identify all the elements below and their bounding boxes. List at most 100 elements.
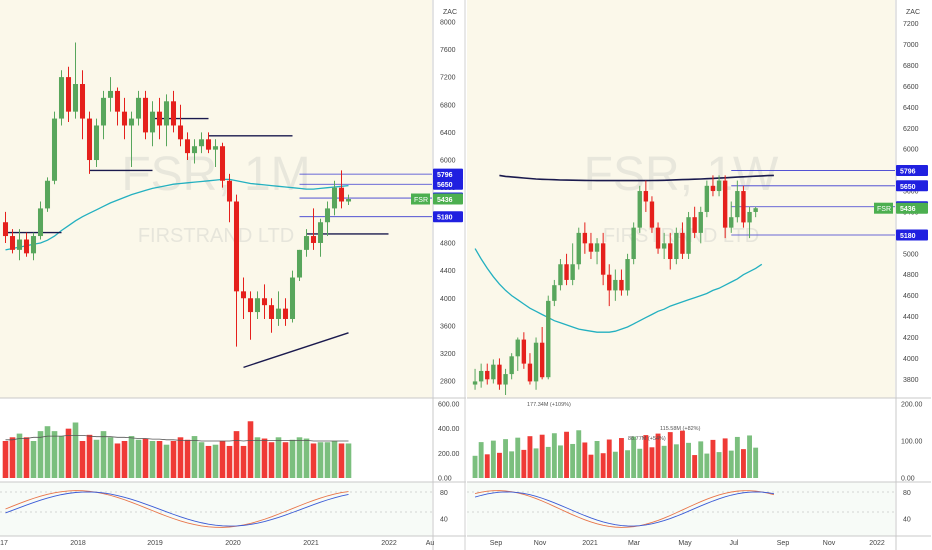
candle-body xyxy=(564,264,569,280)
time-axis-label: 2021 xyxy=(303,540,319,547)
candle xyxy=(79,70,86,140)
candle xyxy=(233,194,240,347)
volume-tick-label: 0.00 xyxy=(438,476,452,483)
candle xyxy=(521,332,527,369)
candle xyxy=(533,337,539,390)
volume-bar xyxy=(331,441,338,478)
candle xyxy=(698,206,703,244)
oscillator-pane-bg xyxy=(467,482,895,536)
candle xyxy=(2,211,9,243)
candle-body xyxy=(674,232,679,260)
candle-body xyxy=(491,364,496,380)
candle-body xyxy=(58,77,65,119)
volume-bar xyxy=(79,441,86,478)
volume-bar xyxy=(9,437,16,478)
candle xyxy=(594,238,600,265)
candle xyxy=(107,77,114,112)
candle-body xyxy=(149,111,156,133)
candle xyxy=(296,249,303,281)
candle-body xyxy=(552,285,557,301)
candle-body xyxy=(570,264,575,280)
candle-body xyxy=(16,239,23,250)
volume-bar xyxy=(107,437,114,478)
volume-annotation: 115.58M (+82%) xyxy=(660,426,701,432)
candle-body xyxy=(233,201,240,292)
currency-label: ZAC xyxy=(906,9,920,16)
trendline xyxy=(243,332,349,369)
volume-bar xyxy=(310,443,317,478)
candle xyxy=(37,201,44,240)
candle xyxy=(735,180,740,223)
volume-bar xyxy=(631,436,637,478)
candle xyxy=(9,229,16,254)
candle-body xyxy=(317,222,324,243)
candle-body xyxy=(539,342,545,378)
volume-bar xyxy=(72,422,79,478)
volume-bar xyxy=(240,445,247,478)
time-axis-label: 2019 xyxy=(147,540,163,547)
volume-bar xyxy=(100,431,107,478)
volume-bar xyxy=(345,443,352,478)
candle-body xyxy=(9,236,16,250)
volume-bar xyxy=(741,449,746,478)
candle-body xyxy=(509,356,514,375)
volume-bar xyxy=(661,445,667,478)
level-price-tag: 5650 xyxy=(433,178,463,190)
candle xyxy=(613,269,618,301)
volume-tick-label: 600.00 xyxy=(438,402,460,409)
candle-body xyxy=(716,180,722,192)
symbol-tag-bg xyxy=(874,202,893,214)
price-tick-label: 5000 xyxy=(903,251,919,258)
volume-bar xyxy=(198,442,205,478)
candle xyxy=(23,232,30,257)
candle xyxy=(345,194,352,205)
volume-bar xyxy=(564,431,569,478)
price-tick-label: 4600 xyxy=(903,293,919,300)
time-axis-label: Sep xyxy=(490,540,503,547)
volume-bar xyxy=(275,437,282,478)
panel-1 xyxy=(0,0,466,550)
time-axis-label: Sep xyxy=(777,540,790,547)
volume-bar xyxy=(497,452,502,478)
candle xyxy=(163,94,170,147)
candle-body xyxy=(282,308,289,319)
volume-bar xyxy=(324,442,331,478)
candle-body xyxy=(600,243,606,275)
volume-bar xyxy=(184,439,191,478)
candle-body xyxy=(497,364,502,385)
candle xyxy=(261,284,268,319)
candle xyxy=(643,180,649,212)
candle xyxy=(704,180,710,218)
price-tag-label: 5650 xyxy=(900,184,916,191)
level-price-tag: 5650 xyxy=(896,180,928,192)
candle-body xyxy=(268,305,275,319)
volume-bar xyxy=(509,451,515,478)
volume-bar xyxy=(51,431,58,478)
candle xyxy=(100,90,107,140)
candle-body xyxy=(594,243,600,252)
volume-bar xyxy=(23,437,30,478)
volume-tick-label: 200.00 xyxy=(438,451,460,458)
price-tick-label: 7600 xyxy=(440,47,456,54)
symbol-tag-bg xyxy=(411,193,430,205)
oscillator-k-line xyxy=(5,490,349,528)
volume-bar xyxy=(673,444,679,478)
price-tag-label: 5436 xyxy=(437,197,453,204)
level-price-tag: 5796 xyxy=(433,168,463,180)
price-tick-label: 6200 xyxy=(903,126,919,133)
volume-bar xyxy=(478,442,484,478)
candle-body xyxy=(240,291,247,299)
level-price-tag: 5180 xyxy=(896,229,928,241)
candle xyxy=(600,232,606,286)
volume-bar xyxy=(170,441,177,478)
volume-bar xyxy=(156,441,163,478)
volume-bar xyxy=(515,437,521,478)
candle-body xyxy=(607,274,612,291)
volume-bar xyxy=(606,439,612,478)
volume-bar xyxy=(680,430,685,478)
candle-body xyxy=(527,363,533,382)
volume-bar xyxy=(728,450,734,478)
candle xyxy=(142,90,149,140)
